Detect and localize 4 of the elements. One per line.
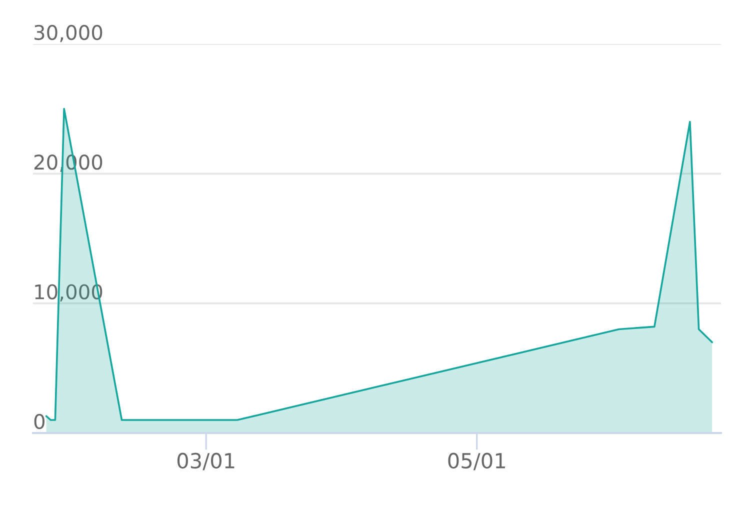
x-tick-label: 03/01 bbox=[177, 452, 234, 470]
y-tick-label: 0 bbox=[34, 414, 44, 430]
y-tick-label: 30,000 bbox=[34, 24, 102, 42]
x-tick-label: 05/01 bbox=[448, 452, 505, 470]
